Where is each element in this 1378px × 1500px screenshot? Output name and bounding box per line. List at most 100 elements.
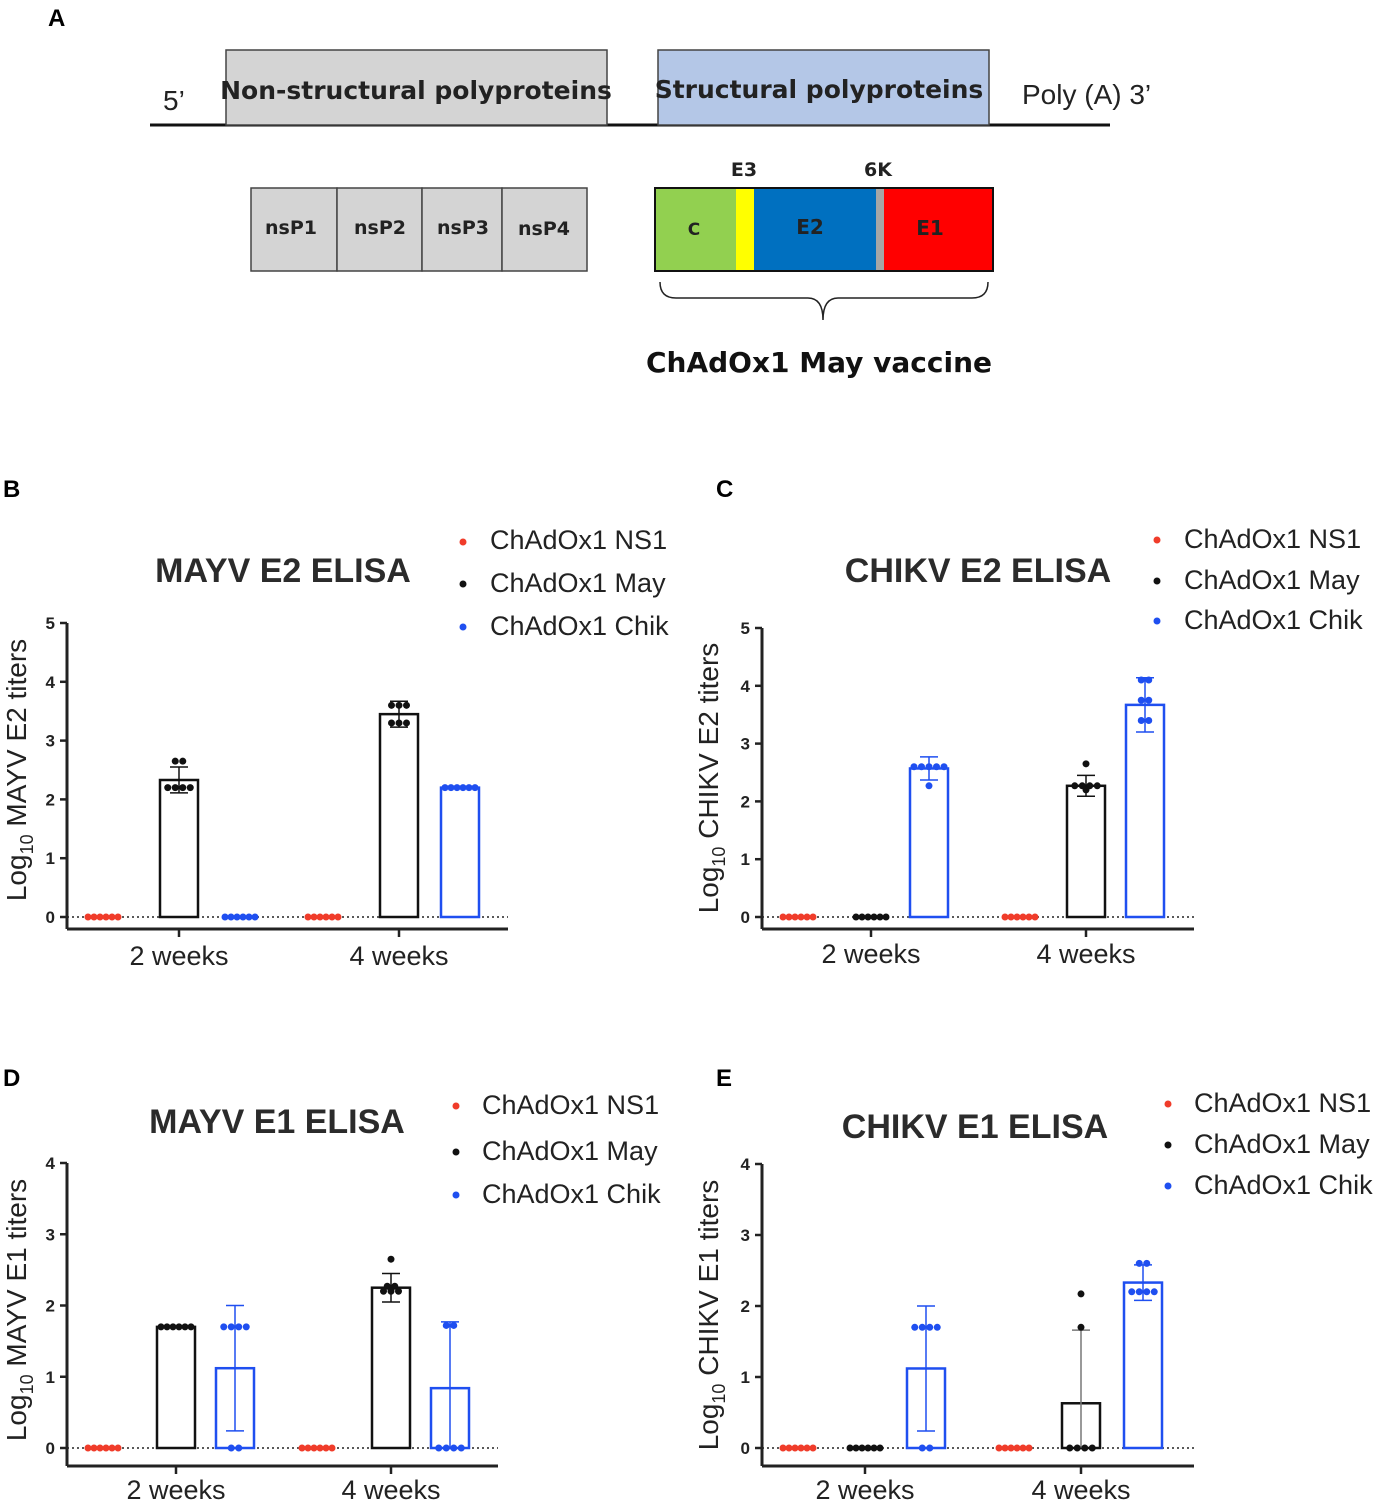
y-axis-label-text-e: CHIKV E1 titers bbox=[693, 1180, 724, 1384]
point-d-s2-c0-0 bbox=[220, 1323, 228, 1331]
legend-b-ns1-marker bbox=[459, 538, 467, 546]
panel-d: D MAYV E1 ELISA ChAdOx1 NS1 ChAdOx1 May … bbox=[1, 1065, 661, 1500]
y-tick-label-e-0: 0 bbox=[741, 1439, 750, 1458]
nsp1-box bbox=[250, 187, 338, 272]
point-c-s1-c1-5 bbox=[1082, 786, 1090, 794]
point-b-s2-c1-4 bbox=[465, 784, 473, 792]
point-c-s2-c1-2 bbox=[1137, 696, 1145, 704]
segment-e3-label: E3 bbox=[731, 159, 757, 181]
point-e-s0-c1-2 bbox=[1007, 1444, 1015, 1452]
point-c-s0-c0-2 bbox=[791, 913, 799, 921]
y-axis-label-log-b: Log bbox=[1, 854, 32, 901]
legend-c: ChAdOx1 NS1 ChAdOx1 May ChAdOx1 Chik bbox=[1153, 524, 1363, 635]
point-d-s2-c1-3 bbox=[442, 1444, 450, 1452]
point-b-s1-c0-1 bbox=[179, 757, 187, 765]
legend-b-ns1-label: ChAdOx1 NS1 bbox=[490, 525, 667, 555]
plot-d: 0 1 2 3 4 Log10 MAYV E1 titers 2 weeks 4 weeks bbox=[1, 1154, 498, 1500]
y-axis-label-log-d: Log bbox=[1, 1394, 32, 1441]
point-b-s0-c0-2 bbox=[96, 913, 104, 921]
category-label-d-1: 4 weeks bbox=[341, 1475, 440, 1500]
point-b-s0-c0-5 bbox=[114, 913, 122, 921]
point-c-s0-c0-5 bbox=[809, 913, 817, 921]
y-tick-label-e-2: 2 bbox=[741, 1297, 750, 1316]
y-tick-label-e-4: 4 bbox=[741, 1155, 751, 1174]
point-c-s2-c1-4 bbox=[1137, 716, 1145, 724]
point-e-s1-c0-0 bbox=[846, 1444, 854, 1452]
point-c-s0-c0-1 bbox=[785, 913, 793, 921]
legend-d-chik-label: ChAdOx1 Chik bbox=[482, 1179, 661, 1209]
point-d-s0-c1-4 bbox=[322, 1444, 330, 1452]
chart-title-d: MAYV E1 ELISA bbox=[149, 1103, 405, 1141]
point-c-s0-c1-4 bbox=[1025, 913, 1033, 921]
point-e-s2-c1-2 bbox=[1128, 1288, 1136, 1296]
point-c-s2-c1-0 bbox=[1137, 676, 1145, 684]
category-label-c-0: 2 weeks bbox=[821, 939, 920, 969]
point-c-s2-c0-1 bbox=[918, 763, 925, 771]
point-b-s2-c1-2 bbox=[453, 784, 461, 792]
structural-box bbox=[657, 49, 990, 126]
segment-6k bbox=[876, 188, 884, 271]
point-b-s1-c0-0 bbox=[171, 757, 179, 765]
y-tick-label-c-2: 2 bbox=[741, 792, 750, 811]
vaccine-label: ChAdOx1 May vaccine bbox=[646, 346, 992, 379]
point-c-s2-c1-1 bbox=[1145, 676, 1153, 684]
point-e-s1-c0-2 bbox=[858, 1444, 866, 1452]
point-e-s1-c0-1 bbox=[852, 1444, 860, 1452]
point-d-s1-c1-5 bbox=[395, 1287, 402, 1295]
legend-e-chik-marker bbox=[1164, 1182, 1172, 1190]
y-tick-label-c-3: 3 bbox=[741, 735, 750, 754]
point-b-s0-c1-1 bbox=[310, 913, 318, 921]
y-tick-label-d-2: 2 bbox=[46, 1297, 55, 1316]
point-e-s1-c0-4 bbox=[870, 1444, 878, 1452]
y-tick-label-b-3: 3 bbox=[46, 732, 55, 751]
point-b-s2-c0-2 bbox=[233, 913, 241, 921]
panel-c: C CHIKV E2 ELISA ChAdOx1 NS1 ChAdOx1 May… bbox=[693, 476, 1363, 969]
point-e-s2-c1-5 bbox=[1150, 1288, 1158, 1296]
legend-c-ns1-marker bbox=[1153, 536, 1161, 544]
point-c-s2-c0-4 bbox=[940, 763, 948, 771]
legend-c-chik-marker bbox=[1153, 617, 1161, 625]
legend-e-ns1-label: ChAdOx1 NS1 bbox=[1194, 1088, 1371, 1118]
point-e-s0-c0-1 bbox=[785, 1444, 793, 1452]
point-c-s1-c0-3 bbox=[870, 913, 878, 921]
y-tick-label-c-4: 4 bbox=[741, 677, 751, 696]
nsp3-label: nsP3 bbox=[437, 217, 489, 239]
point-e-s0-c0-5 bbox=[809, 1444, 817, 1452]
point-b-s2-c0-4 bbox=[245, 913, 253, 921]
category-label-c-1: 4 weeks bbox=[1036, 939, 1135, 969]
point-c-s2-c1-3 bbox=[1145, 696, 1153, 704]
point-e-s1-c0-5 bbox=[876, 1444, 884, 1452]
point-d-s2-c0-2 bbox=[235, 1323, 243, 1331]
point-d-s2-c1-0 bbox=[442, 1321, 450, 1329]
y-tick-label-b-5: 5 bbox=[46, 614, 55, 633]
y-tick-label-b-0: 0 bbox=[46, 908, 55, 927]
point-e-s2-c1-4 bbox=[1143, 1288, 1151, 1296]
point-d-s0-c0-2 bbox=[96, 1444, 104, 1452]
segment-e3 bbox=[736, 188, 754, 271]
point-b-s0-c1-3 bbox=[322, 913, 330, 921]
nsp2-label: nsP2 bbox=[354, 217, 406, 239]
point-d-s1-c0-3 bbox=[175, 1323, 183, 1331]
y-tick-label-c-0: 0 bbox=[741, 908, 750, 927]
point-e-s1-c1-4 bbox=[1081, 1444, 1089, 1452]
legend-d-may-marker bbox=[452, 1148, 460, 1156]
point-e-s1-c1-1 bbox=[1077, 1323, 1085, 1331]
segment-e2 bbox=[754, 188, 876, 271]
nsp1-label: nsP1 bbox=[265, 217, 317, 239]
point-e-s0-c0-0 bbox=[779, 1444, 787, 1452]
point-c-s2-c0-2 bbox=[925, 763, 933, 771]
bar-e-s2-c1 bbox=[1122, 1281, 1164, 1450]
point-b-s0-c0-0 bbox=[84, 913, 92, 921]
point-e-s0-c1-3 bbox=[1013, 1444, 1021, 1452]
point-d-s0-c0-5 bbox=[114, 1444, 122, 1452]
legend-e-may-label: ChAdOx1 May bbox=[1194, 1129, 1370, 1159]
point-b-s2-c0-3 bbox=[239, 913, 247, 921]
y-axis-label-text-d: MAYV E1 titers bbox=[1, 1179, 32, 1375]
legend-c-may-label: ChAdOx1 May bbox=[1184, 565, 1360, 595]
point-e-s0-c0-3 bbox=[797, 1444, 805, 1452]
y-tick-label-e-3: 3 bbox=[741, 1226, 750, 1245]
panel-letter-c: C bbox=[716, 476, 733, 503]
point-e-s1-c1-3 bbox=[1073, 1444, 1081, 1452]
point-e-s2-c0-5 bbox=[926, 1444, 934, 1452]
